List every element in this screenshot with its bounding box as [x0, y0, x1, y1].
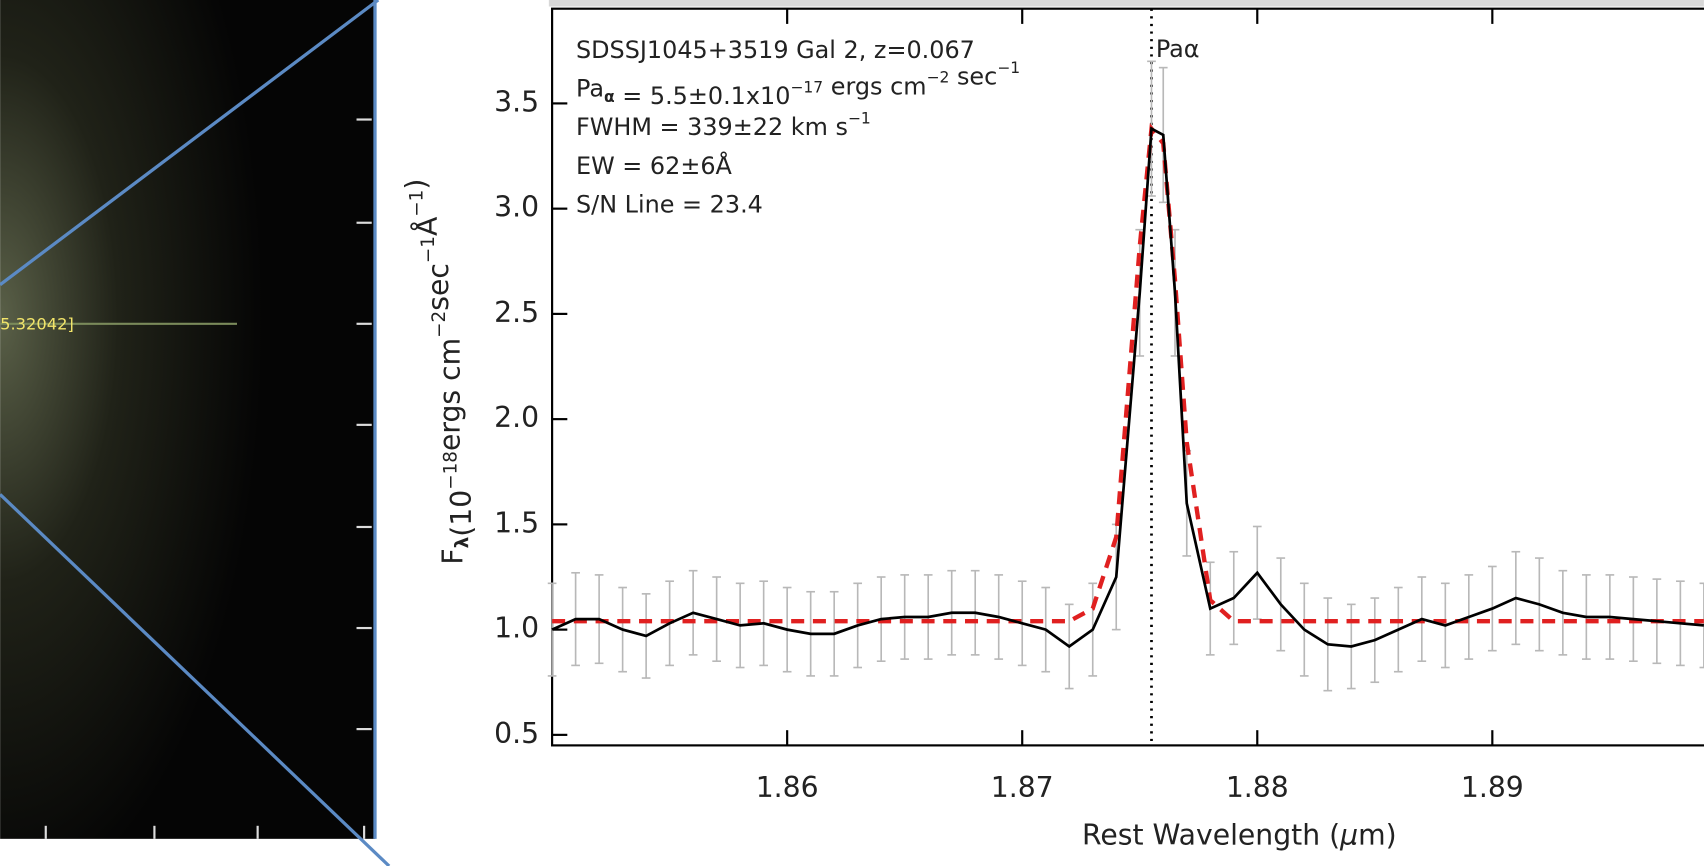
y-tick-label: 3.5: [494, 85, 539, 118]
text-part: Å: [410, 216, 444, 236]
text-greek: μ: [1339, 819, 1358, 852]
image-label: 5.32042]: [0, 314, 74, 333]
x-tick-label: 1.89: [1461, 771, 1524, 804]
text-part: EW = 62±6Å: [576, 151, 733, 180]
text-sub: λ: [452, 536, 473, 548]
text-part: ): [400, 179, 433, 190]
y-tick-label: 1.0: [494, 612, 539, 645]
text-part: Rest Wavelength (: [1082, 819, 1340, 852]
spectrum-plot: 0.5 1.0 1.5 2.0 2.5 3.0 3.5 1.86 1.87 1.88 1.89 Res…: [400, 7, 1704, 852]
text-sup: −17: [790, 78, 823, 96]
text-sup: −2: [429, 311, 450, 338]
text-part: FWHM = 339±22 km s: [576, 113, 848, 141]
image-ticks: [44, 118, 372, 839]
y-axis-label: Fλ(10−18ergs cm−2sec−1Å−1): [400, 179, 478, 565]
annotation: EW = 62±6Å: [576, 151, 733, 180]
y-tick-label: 1.5: [494, 506, 539, 539]
text-part: sec: [422, 263, 455, 311]
zoom-line: [0, 0, 380, 286]
x-axis-label: Rest Wavelength (μm): [1082, 819, 1397, 852]
text-part: F: [436, 548, 469, 564]
text-part: sec: [949, 63, 997, 91]
text-part: Pa: [576, 75, 604, 103]
annotation: Paα = 5.5±0.1x10−17 ergs cm−2 sec−1: [576, 59, 1020, 110]
text-part: SDSSJ1045+3519 Gal 2, z=0.067: [576, 36, 975, 64]
zoom-line: [0, 493, 391, 866]
y-tick-label: 2.5: [494, 296, 539, 329]
line-marker-label: Paα: [1156, 35, 1200, 63]
text-sup: −1: [997, 59, 1020, 77]
text-part: ergs cm: [433, 338, 466, 451]
y-tick-label: 0.5: [494, 717, 539, 750]
annotation: S/N Line = 23.4: [576, 190, 763, 218]
text-sup: −18: [440, 451, 461, 490]
spectrum-line: [551, 126, 1704, 649]
text-sup: −1: [418, 236, 439, 263]
text-part: (10: [445, 490, 478, 537]
annotation: SDSSJ1045+3519 Gal 2, z=0.067: [576, 36, 975, 64]
x-tick-label: 1.86: [756, 771, 819, 804]
annotation: FWHM = 339±22 km s−1: [576, 109, 871, 141]
plot-frame: [551, 7, 1704, 747]
image-panel: 5.32042]: [0, 0, 391, 866]
text-part: S/N Line = 23.4: [576, 190, 763, 218]
text-sup: −2: [926, 68, 949, 86]
spectrum-line: [552, 123, 1704, 624]
y-tick-label: 2.0: [494, 401, 539, 434]
text-part: ergs cm: [823, 72, 926, 100]
y-tick-label: 3.0: [494, 191, 539, 224]
text-sup: −1: [848, 109, 871, 127]
sky-image: [0, 0, 375, 839]
text-sub: α: [604, 87, 615, 105]
text-part: m): [1358, 819, 1397, 852]
text-sup: −1: [407, 190, 428, 217]
x-tick-label: 1.88: [1226, 771, 1289, 804]
text-part: = 5.5±0.1x10: [615, 82, 791, 110]
window-edge: [548, 0, 1704, 7]
x-tick-label: 1.87: [991, 771, 1054, 804]
